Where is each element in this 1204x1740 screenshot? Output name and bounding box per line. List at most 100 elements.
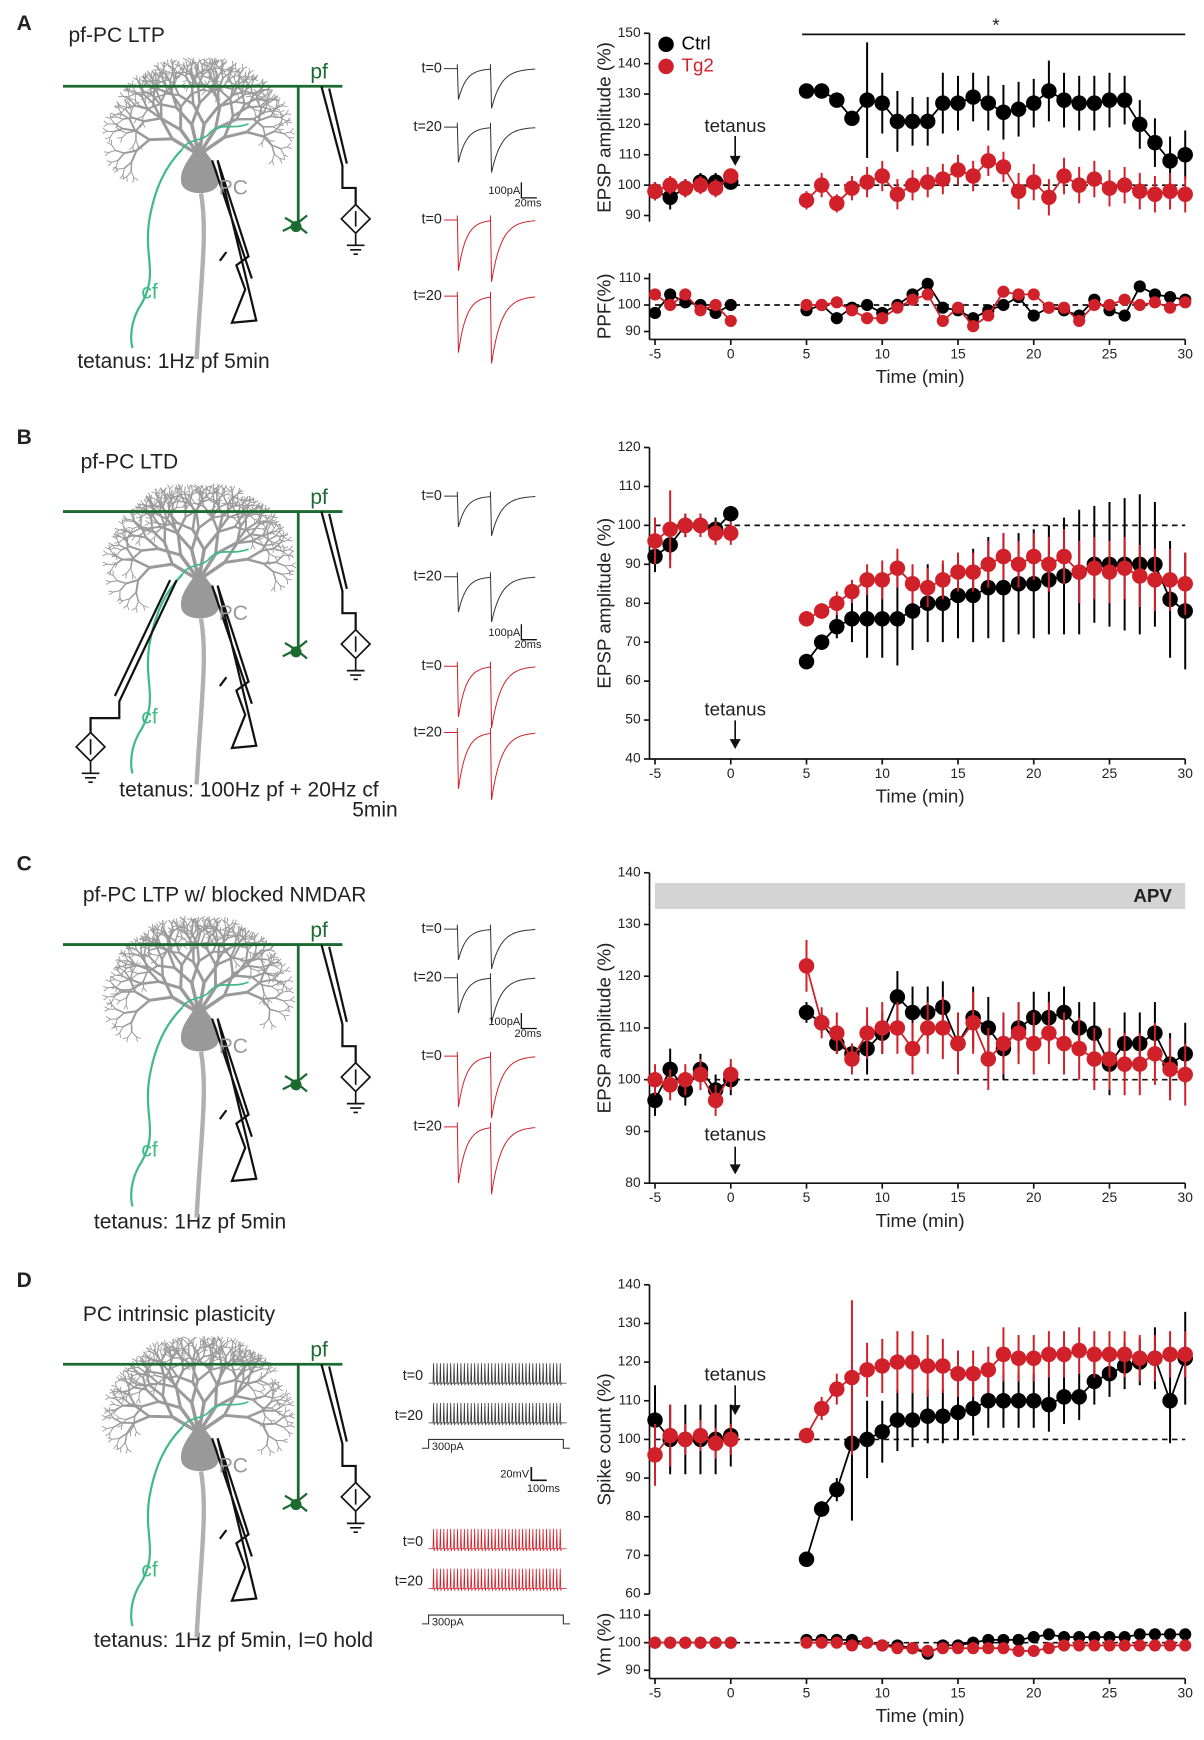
dendrite xyxy=(191,928,192,935)
dendrite xyxy=(181,965,182,988)
dendrite xyxy=(274,154,279,158)
dendrite xyxy=(164,925,165,930)
dendrite xyxy=(133,178,134,183)
data-point xyxy=(996,549,1011,564)
data-point xyxy=(1041,1025,1056,1040)
data-point xyxy=(664,299,676,311)
dendrite xyxy=(148,926,153,928)
dendrite xyxy=(153,1343,155,1348)
y-axis-label: EPSP amplitude (%) xyxy=(593,518,614,689)
stimulator xyxy=(341,630,370,680)
dendrite xyxy=(274,580,276,587)
data-point xyxy=(708,180,723,195)
data-point xyxy=(1026,549,1041,564)
dendrite xyxy=(136,1399,139,1403)
dendrite xyxy=(233,486,235,491)
data-point xyxy=(799,1552,814,1567)
y-tick-label: 60 xyxy=(625,673,641,688)
data-point xyxy=(846,1639,858,1651)
data-point xyxy=(1164,1639,1176,1651)
dendrite xyxy=(103,550,107,553)
dendrite xyxy=(263,562,275,563)
data-point xyxy=(981,1051,996,1066)
dendrite xyxy=(129,146,133,150)
dendrite xyxy=(272,154,274,161)
stim-electrode xyxy=(321,86,355,204)
dendrite xyxy=(117,138,122,139)
data-point xyxy=(1026,95,1041,110)
data-point xyxy=(1071,1343,1086,1358)
dendrite xyxy=(260,1380,269,1384)
dendrite xyxy=(250,952,251,957)
dendrite xyxy=(275,1424,284,1428)
data-point xyxy=(829,196,844,211)
y-tick-label: 110 xyxy=(619,1020,641,1035)
dendrite xyxy=(186,87,188,92)
data-point xyxy=(710,1637,722,1649)
y-tick-label: 130 xyxy=(618,916,641,931)
data-point xyxy=(891,1642,903,1654)
dendrite xyxy=(128,1032,132,1038)
dendrite xyxy=(148,527,160,529)
data-point xyxy=(965,1015,980,1030)
dendrite xyxy=(238,1366,242,1370)
dendrite xyxy=(169,489,170,496)
legend-marker xyxy=(658,59,673,74)
trace-label: t=0 xyxy=(403,1534,423,1550)
dendrite xyxy=(198,1352,200,1361)
dendrite xyxy=(130,955,134,958)
data-point xyxy=(799,1428,814,1443)
current-trace xyxy=(444,492,535,536)
dendrite xyxy=(233,63,237,66)
y-tick-label: 90 xyxy=(625,207,641,222)
dendrite xyxy=(126,1005,128,1010)
dendrite xyxy=(263,998,275,999)
data-point xyxy=(890,1412,905,1427)
x-tick-label: 0 xyxy=(727,347,735,362)
scale-bar xyxy=(521,182,536,197)
y-axis-label: EPSP amplitude (%) xyxy=(593,943,614,1114)
trace-label: t=0 xyxy=(421,60,441,76)
dendrite xyxy=(262,985,264,994)
data-point xyxy=(950,1036,965,1051)
data-point xyxy=(799,83,814,98)
dendrite xyxy=(283,1439,288,1441)
dendrite xyxy=(271,587,274,591)
scale-label: 100pA xyxy=(488,185,521,197)
data-point xyxy=(679,1637,691,1649)
dendrite xyxy=(126,1449,128,1454)
step-label: 300pA xyxy=(432,1617,465,1629)
dendrite xyxy=(144,1351,149,1352)
dendrite xyxy=(117,1001,120,1005)
dendrite xyxy=(127,131,136,133)
dendrite xyxy=(136,608,137,613)
data-point xyxy=(996,1036,1011,1051)
dendrite xyxy=(288,556,290,561)
dendrite xyxy=(111,581,118,582)
dendrite xyxy=(271,1400,280,1402)
dendrite xyxy=(105,1398,110,1400)
dendrite xyxy=(114,1445,118,1449)
scale-bar xyxy=(521,1013,536,1028)
current-trace xyxy=(444,64,535,108)
dendrite xyxy=(273,959,278,960)
stim-electrode xyxy=(321,945,355,1063)
dendrite xyxy=(278,984,283,985)
diagram-label: PC xyxy=(219,1455,248,1478)
data-point xyxy=(679,288,691,300)
dendrite xyxy=(110,132,114,138)
data-point xyxy=(723,1067,738,1082)
dendrite xyxy=(102,1426,106,1428)
data-point xyxy=(829,1482,844,1497)
x-tick-label: -5 xyxy=(649,347,662,362)
dendrite xyxy=(123,605,127,608)
y-tick-label: 90 xyxy=(625,1123,641,1138)
dendrite xyxy=(249,70,253,73)
dendrite xyxy=(286,971,291,972)
dendrite xyxy=(109,150,116,152)
y-tick-label: 110 xyxy=(619,478,641,493)
dendrite xyxy=(111,1401,115,1405)
data-point xyxy=(1119,294,1131,306)
dendrite xyxy=(287,118,290,122)
diagram-label: cf xyxy=(141,706,157,729)
